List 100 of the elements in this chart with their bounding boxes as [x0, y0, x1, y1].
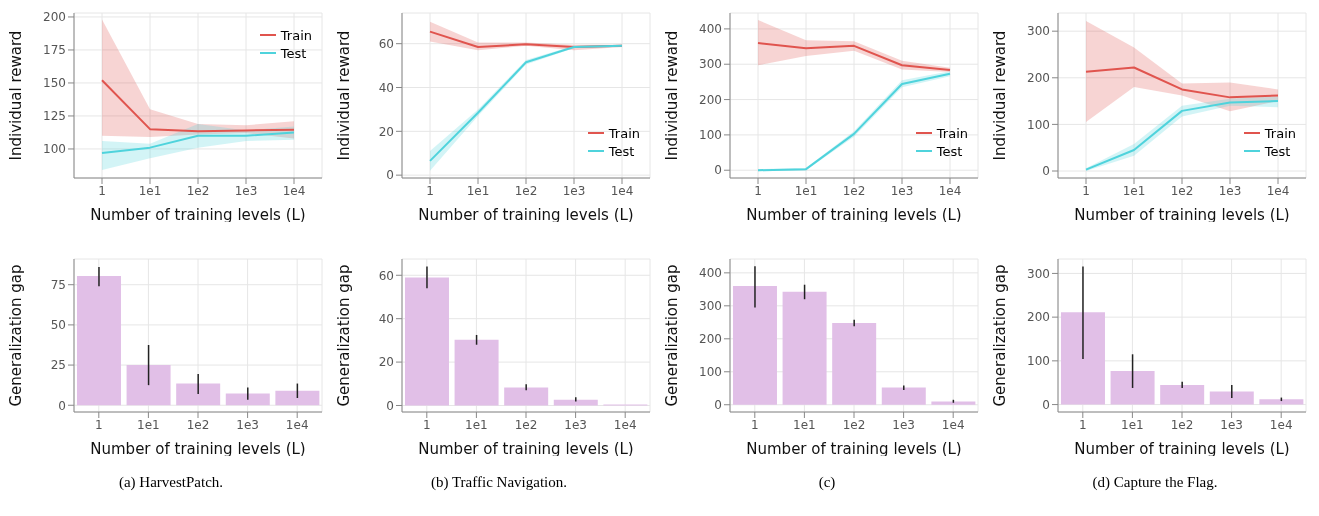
y-tick-label: 300 [1027, 24, 1050, 39]
y-axis-title: Individual reward [991, 30, 1010, 161]
y-tick-label: 100 [1027, 117, 1050, 132]
bar [76, 275, 121, 406]
x-tick-label: 1e2 [186, 183, 210, 198]
legend-label: Test [936, 143, 963, 159]
x-tick-label: 1e2 [1170, 183, 1194, 198]
x-tick-label: 1e1 [137, 417, 160, 432]
bar [1259, 399, 1304, 405]
legend-label: Train [936, 125, 968, 141]
bar [176, 383, 221, 406]
x-tick-label: 1e4 [1266, 183, 1290, 198]
y-tick-label: 0 [714, 163, 722, 178]
legend-label: Test [608, 143, 635, 159]
bar [1060, 312, 1105, 405]
line-series [101, 79, 295, 133]
bar [504, 387, 549, 406]
bar [782, 291, 827, 405]
y-tick-label: 200 [699, 332, 722, 347]
x-tick-label: 1e4 [285, 417, 309, 432]
x-tick-label: 1 [422, 417, 431, 432]
bar [454, 339, 499, 406]
x-tick-label: 1e2 [1170, 417, 1194, 432]
y-tick-label: 0 [386, 168, 394, 183]
x-tick-label: 1e1 [794, 183, 818, 198]
y-tick-label: 200 [1027, 71, 1050, 86]
y-tick-label: 50 [50, 318, 66, 333]
y-tick-label: 300 [699, 299, 722, 314]
y-tick-label: 100 [699, 365, 722, 380]
y-tick-label: 20 [378, 124, 394, 139]
y-tick-label: 200 [1027, 310, 1050, 325]
line-series [101, 131, 295, 154]
y-tick-label: 20 [378, 355, 394, 370]
bar [931, 401, 976, 405]
y-tick-label: 100 [1027, 354, 1050, 369]
y-tick-label: 125 [43, 109, 66, 124]
y-tick-label: 400 [699, 266, 722, 281]
x-tick-label: 1e4 [610, 183, 634, 198]
x-tick-label: 1e2 [842, 183, 866, 198]
x-tick-label: 1 [1078, 417, 1087, 432]
legend-label: Test [1264, 143, 1291, 159]
x-tick-label: 1e2 [514, 183, 538, 198]
y-tick-label: 40 [378, 80, 394, 95]
y-tick-label: 40 [378, 311, 394, 326]
y-axis-title: Generalization gap [7, 264, 26, 407]
bar [1160, 384, 1205, 405]
bar [126, 365, 171, 406]
y-tick-label: 400 [699, 22, 722, 37]
x-tick-label: 1e4 [1269, 417, 1293, 432]
x-tick-label: 1e3 [562, 183, 586, 198]
y-tick-label: 75 [50, 277, 66, 292]
x-tick-label: 1e1 [466, 183, 490, 198]
bar [225, 393, 270, 406]
x-tick-label: 1e2 [514, 417, 538, 432]
y-tick-label: 0 [714, 398, 722, 413]
x-tick-label: 1 [94, 417, 103, 432]
x-tick-label: 1e2 [186, 417, 210, 432]
y-axis-title: Individual reward [7, 30, 26, 161]
x-tick-label: 1e4 [282, 183, 306, 198]
x-tick-label: 1e3 [236, 417, 259, 432]
y-tick-label: 300 [699, 57, 722, 72]
y-axis-title: Generalization gap [663, 264, 682, 407]
legend-label: Train [608, 125, 640, 141]
y-axis-title: Individual reward [335, 30, 354, 161]
x-tick-label: 1e1 [793, 417, 816, 432]
y-tick-label: 200 [699, 92, 722, 107]
bar [832, 322, 877, 405]
y-tick-label: 60 [378, 36, 394, 51]
x-tick-label: 1e4 [938, 183, 962, 198]
x-tick-label: 1 [98, 183, 106, 198]
text: (d) Capture the Flag. [1091, 474, 1219, 491]
y-tick-label: 60 [378, 268, 394, 283]
y-axis-title: Generalization gap [335, 264, 354, 407]
line-series [1085, 66, 1279, 99]
x-tick-label: 1 [426, 183, 434, 198]
bar [1110, 370, 1155, 405]
x-tick-label: 1e1 [1122, 183, 1146, 198]
bar [404, 277, 449, 406]
x-tick-label: 1 [750, 417, 759, 432]
bar [732, 286, 777, 405]
x-tick-label: 1e3 [890, 183, 914, 198]
x-tick-label: 1e3 [1220, 417, 1243, 432]
x-tick-label: 1e3 [564, 417, 587, 432]
bar [275, 390, 320, 406]
y-tick-label: 0 [58, 398, 66, 413]
x-tick-label: 1e3 [892, 417, 915, 432]
text: (a) HarvestPatch. [117, 474, 225, 491]
y-tick-label: 150 [43, 76, 66, 91]
y-tick-label: 100 [43, 142, 66, 157]
y-tick-label: 200 [43, 10, 66, 25]
y-tick-label: 0 [1042, 164, 1050, 179]
x-tick-label: 1e1 [1121, 417, 1144, 432]
y-tick-label: 25 [50, 358, 66, 373]
legend-label: Train [1264, 125, 1296, 141]
x-tick-label: 1e3 [234, 183, 258, 198]
x-tick-label: 1e2 [842, 417, 866, 432]
bar [1209, 391, 1254, 405]
x-tick-label: 1 [1082, 183, 1090, 198]
y-tick-label: 0 [1042, 397, 1050, 412]
legend-label: Test [280, 45, 307, 61]
